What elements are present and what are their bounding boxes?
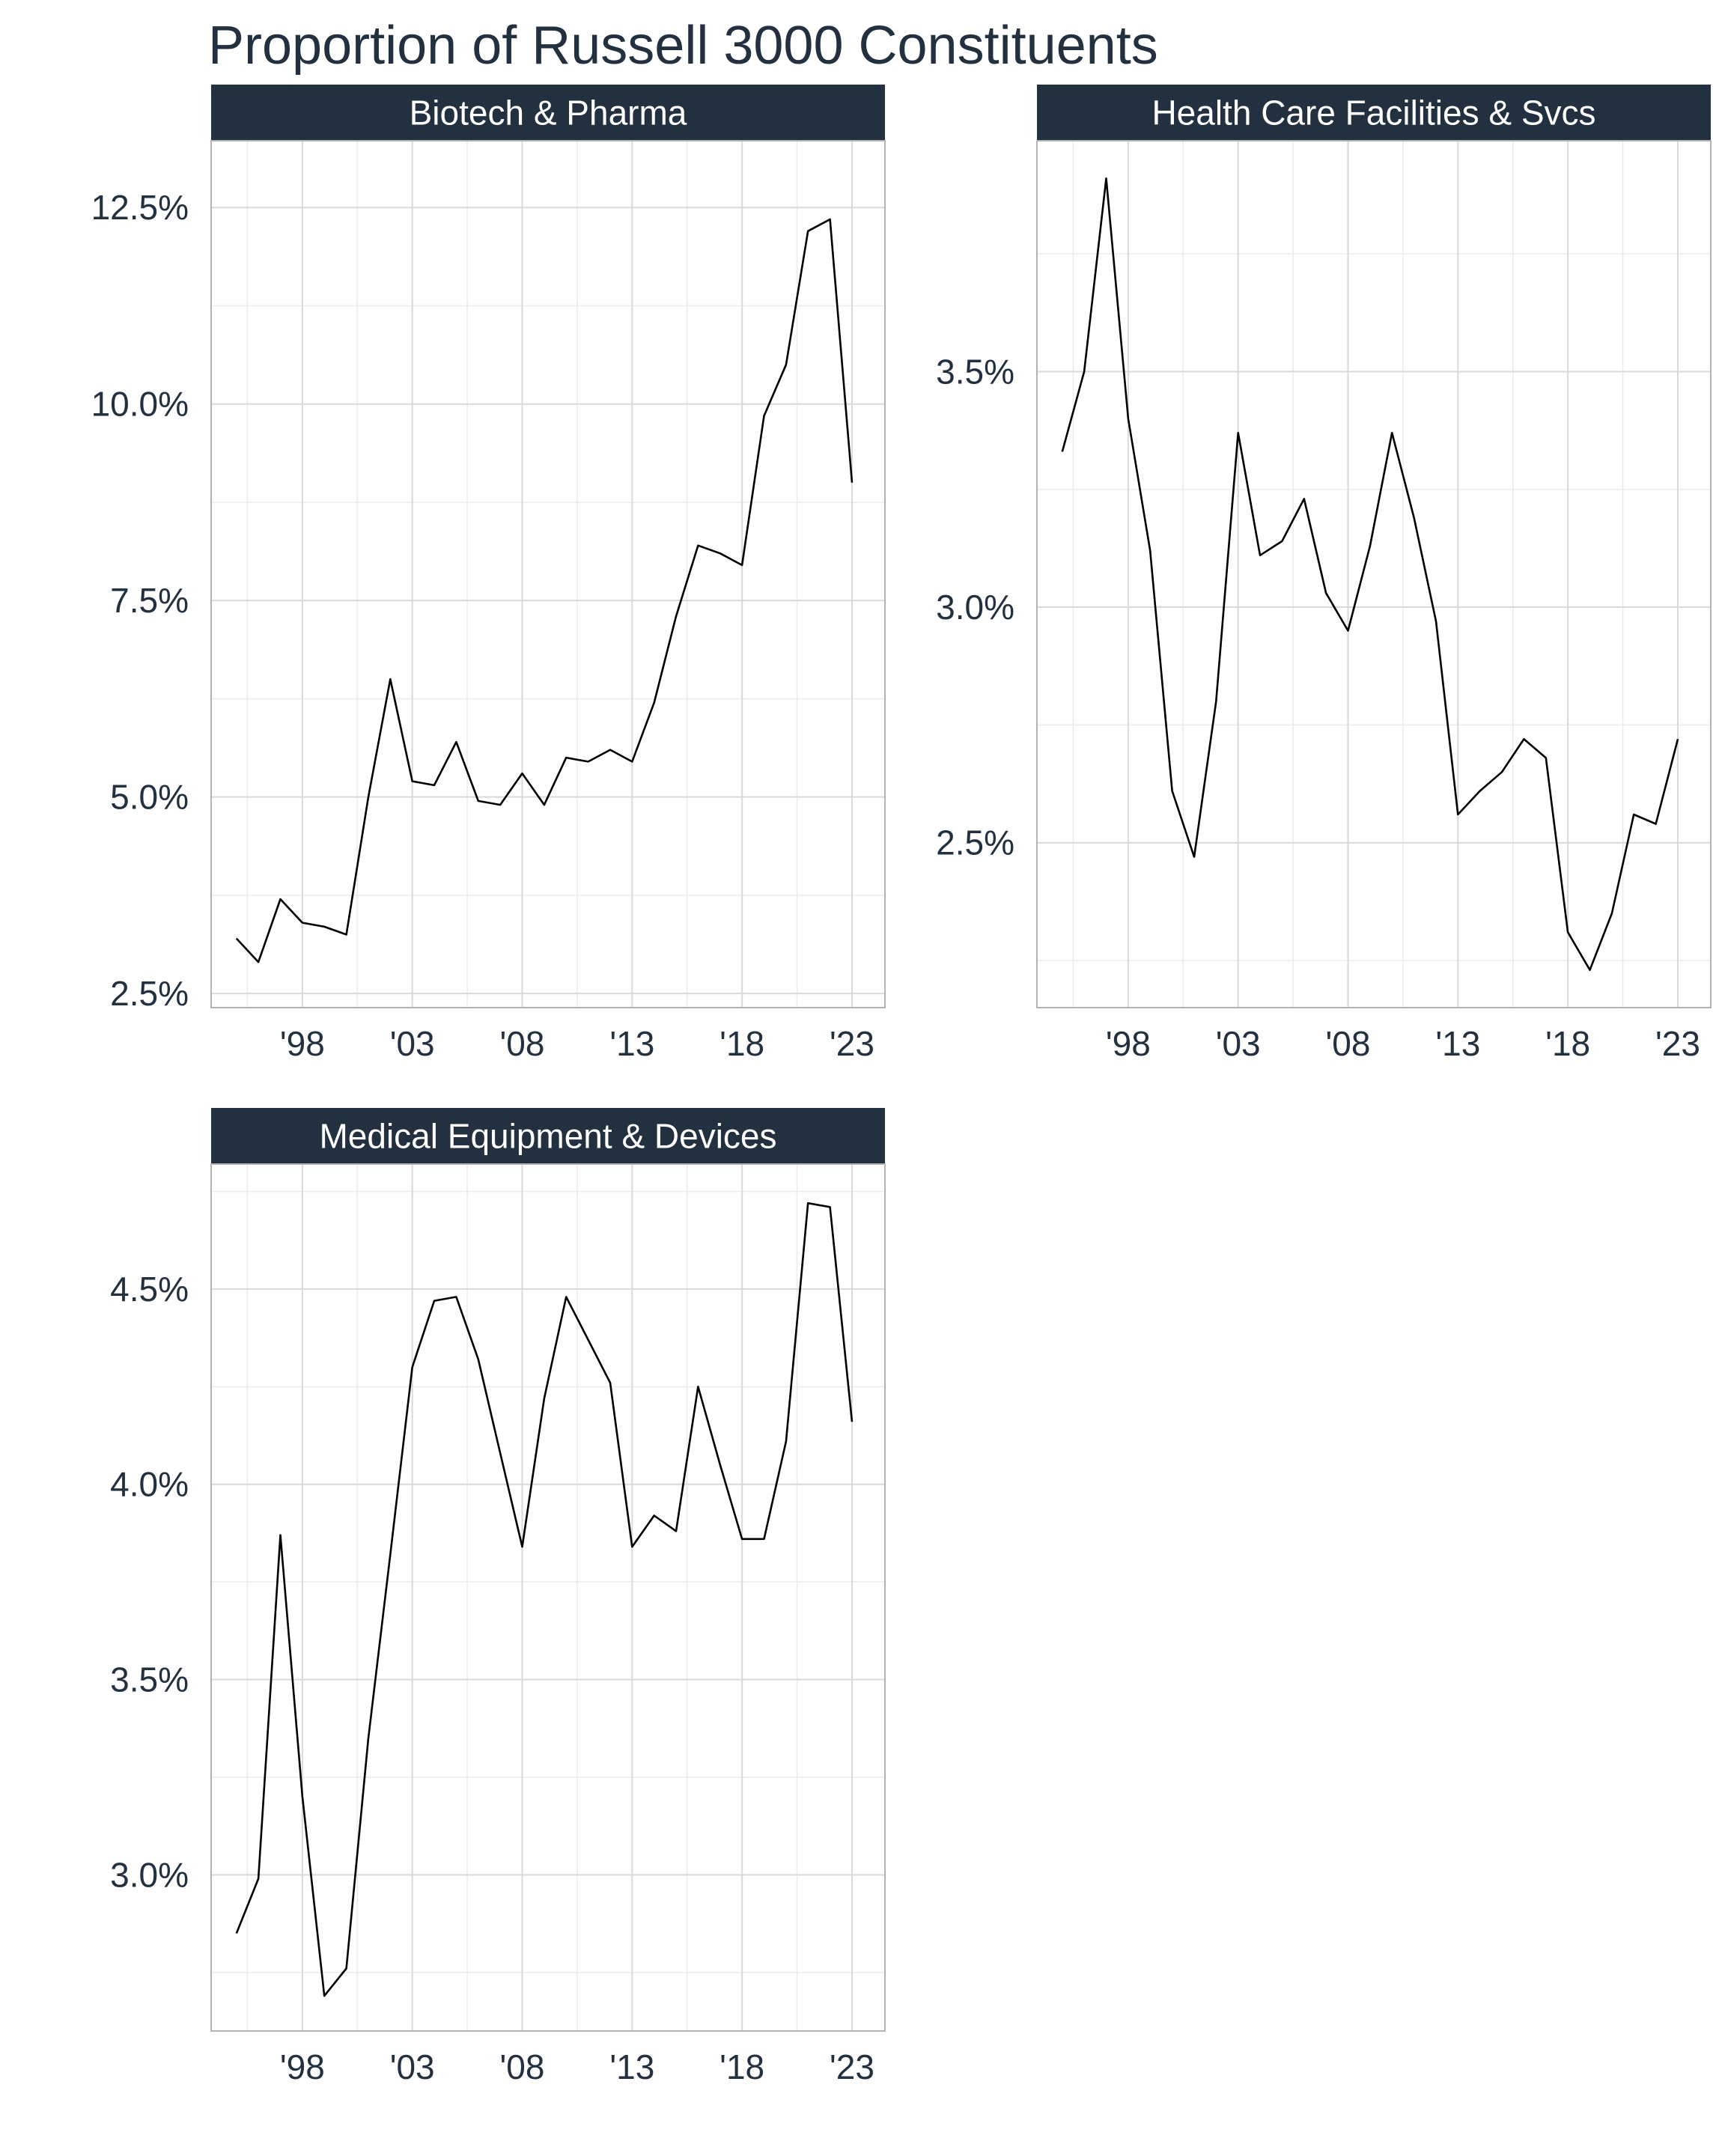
panel-strip [211,1108,885,1164]
y-tick-label: 3.5% [110,1660,189,1699]
y-tick-label: 3.5% [936,352,1014,391]
x-tick-label: '98 [280,2047,325,2086]
x-tick-label: '23 [830,2047,874,2086]
x-tick-label: '18 [719,2047,764,2086]
y-tick-label: 7.5% [110,581,189,620]
series-line [235,1202,854,1997]
x-tick-label: '23 [1655,1024,1700,1063]
panel-border [210,140,886,1008]
x-tick-label: '08 [500,1024,545,1063]
panel-strip-label: Medical Equipment & Devices [319,1117,776,1156]
y-tick-label: 3.0% [110,1855,189,1894]
x-tick-label: '13 [609,2047,654,2086]
panel-strip-label: Biotech & Pharma [410,94,687,133]
panel-3: Medical Equipment & Devices '98 '03 '08 '13 '… [110,1108,886,2086]
chart-title: Proportion of Russell 3000 Constituents [208,16,1158,76]
x-tick-label: '13 [609,1024,654,1063]
y-tick-label: 5.0% [110,778,189,817]
x-tick-label: '03 [390,2047,435,2086]
x-tick-label: '23 [830,1024,874,1063]
x-tick-label: '03 [390,1024,435,1063]
panel-1: Biotech & Pharma '98 '03 '08 '13 '18 '23 2.5% 5.… [91,85,886,1063]
series-line [1061,177,1679,971]
x-tick-label: '08 [500,2047,545,2086]
panel-border [210,1163,886,2032]
y-tick-label: 3.0% [936,588,1014,627]
panel-2: Health Care Facilities & Svcs '98 '03 '08 '1… [936,85,1712,1063]
x-tick-label: '13 [1435,1024,1480,1063]
x-tick-label: '98 [1106,1024,1151,1063]
y-tick-label: 2.5% [936,823,1014,862]
y-tick-label: 10.0% [91,385,189,424]
y-tick-label: 2.5% [110,974,189,1013]
y-tick-label: 4.5% [110,1270,189,1309]
x-tick-label: '18 [719,1024,764,1063]
x-tick-label: '98 [280,1024,325,1063]
panel-strip-label: Health Care Facilities & Svcs [1151,94,1595,133]
x-tick-label: '18 [1545,1024,1590,1063]
series-line [235,218,854,963]
y-tick-label: 4.0% [110,1465,189,1504]
y-tick-label: 12.5% [91,188,189,227]
x-tick-label: '03 [1216,1024,1261,1063]
panel-border [1036,140,1712,1008]
panel-strip [1037,85,1711,141]
panel-strip [211,85,885,141]
x-tick-label: '08 [1326,1024,1371,1063]
